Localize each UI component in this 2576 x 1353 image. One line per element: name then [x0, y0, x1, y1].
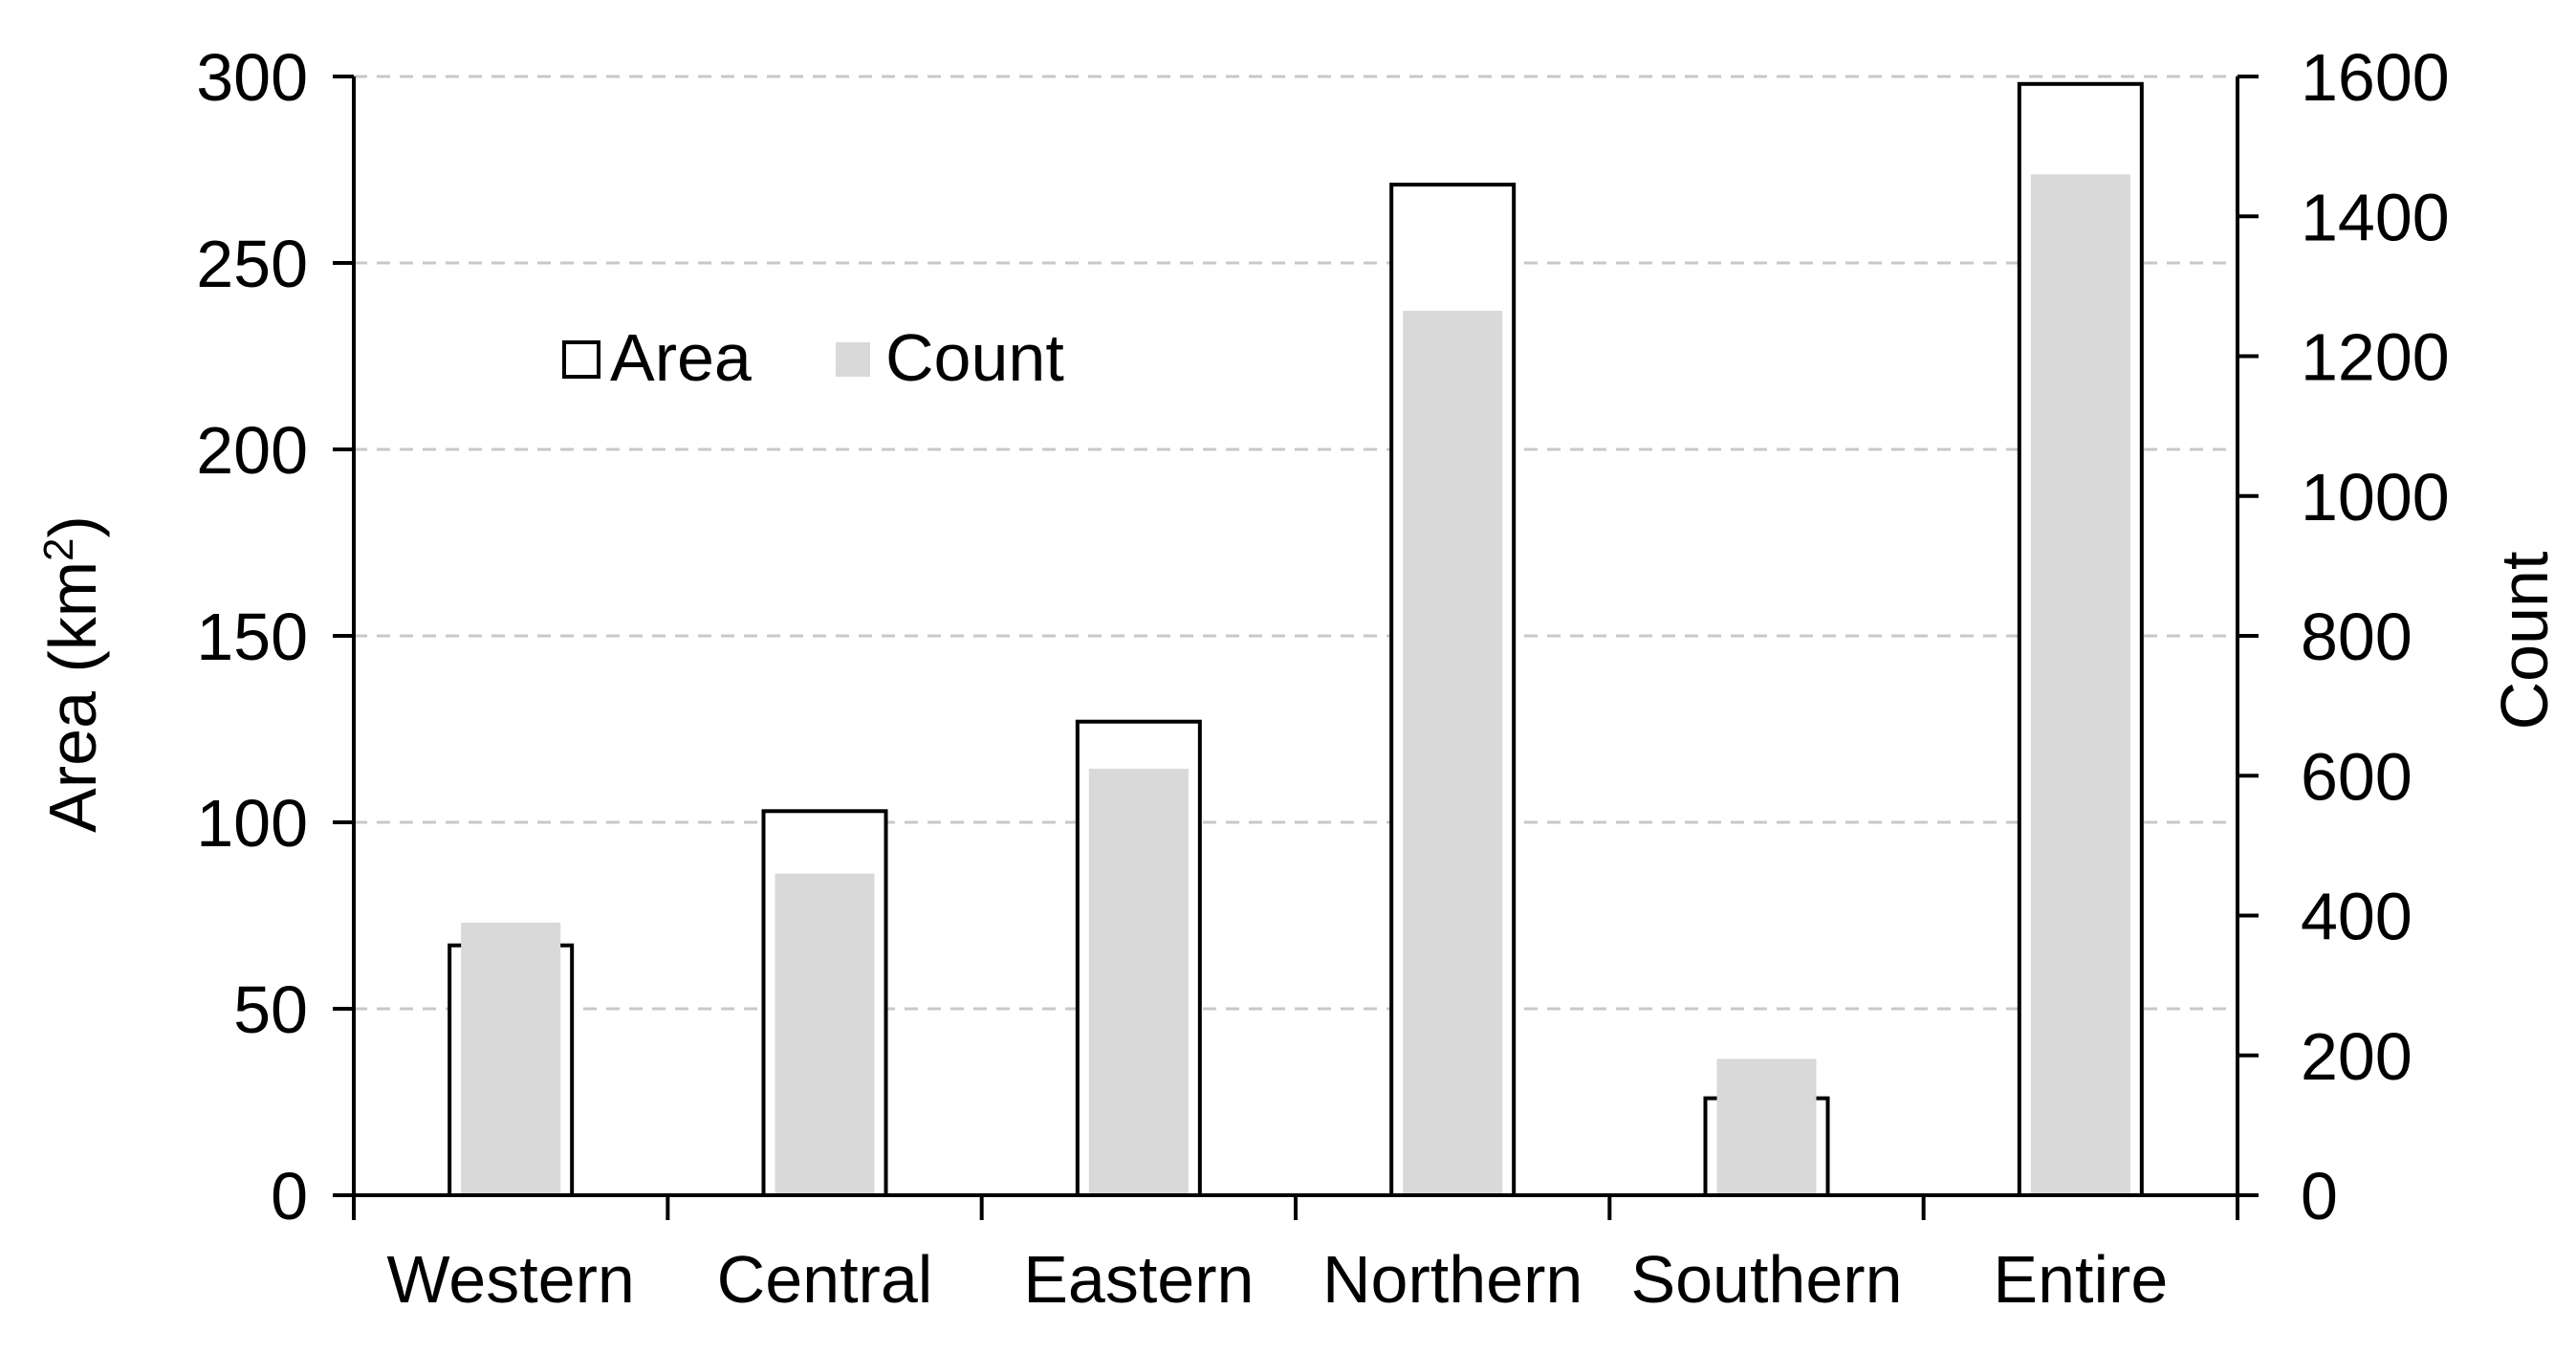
- y2-tick-label: 400: [2301, 880, 2412, 954]
- y2-tick-label: 600: [2301, 739, 2412, 814]
- x-tick-label: Eastern: [1023, 1242, 1254, 1317]
- y2-tick-label: 1000: [2301, 460, 2450, 535]
- count-bar: [1088, 768, 1189, 1195]
- y2-tick-label: 1200: [2301, 320, 2450, 395]
- count-bar: [1403, 310, 1503, 1195]
- x-tick-label: Central: [717, 1242, 933, 1317]
- y-tick-label: 0: [271, 1159, 308, 1233]
- count-bar: [2030, 174, 2130, 1195]
- legend-swatch-area: [562, 340, 600, 379]
- x-tick-label: Northern: [1322, 1242, 1583, 1317]
- count-bar: [775, 873, 875, 1195]
- y2-tick-label: 200: [2301, 1019, 2412, 1094]
- count-bars: [448, 81, 2144, 1198]
- x-tick-label: Southern: [1630, 1242, 1902, 1317]
- x-tick-label: Entire: [1993, 1242, 2168, 1317]
- legend-swatch-count: [836, 342, 870, 377]
- legend-label-area: Area: [610, 320, 752, 395]
- y2-tick-label: 1600: [2301, 40, 2450, 115]
- count-bar: [1716, 1058, 1817, 1195]
- area-bars: [461, 174, 2130, 1195]
- y2-axis-title: Count: [2487, 552, 2562, 731]
- y-tick-label: 150: [196, 600, 308, 674]
- y-tick-label: 300: [196, 40, 308, 115]
- y-tick-label: 50: [233, 972, 308, 1047]
- count-bar: [461, 922, 561, 1195]
- y-tick-label: 250: [196, 227, 308, 301]
- y-tick-label: 200: [196, 413, 308, 488]
- y2-tick-label: 0: [2301, 1159, 2338, 1233]
- legend: Area Count: [562, 320, 1064, 395]
- gridlines: [354, 75, 2238, 1011]
- x-tick-label: Western: [386, 1242, 634, 1317]
- y-tick-label: 100: [196, 786, 308, 861]
- axes: [333, 75, 2259, 1220]
- tick-labels: Western Central Eastern Northern Southern Ent…: [196, 40, 2450, 1317]
- legend-label-count: Count: [885, 320, 1064, 395]
- y2-tick-label: 800: [2301, 600, 2412, 674]
- y2-tick-label: 1400: [2301, 180, 2450, 254]
- y-axis-title: Area (km2): [35, 515, 110, 833]
